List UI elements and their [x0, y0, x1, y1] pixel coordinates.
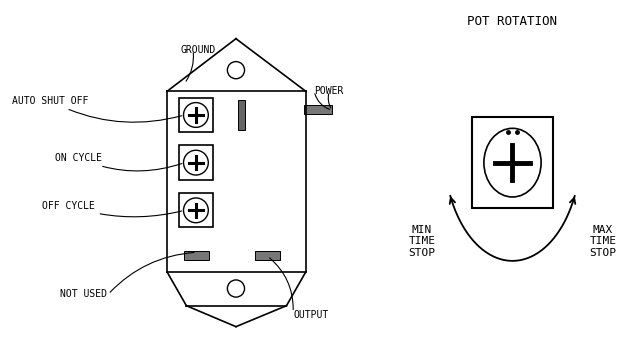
Bar	[304, 106, 332, 114]
Bar	[179, 145, 213, 180]
Text: OUTPUT: OUTPUT	[293, 310, 329, 320]
Bar	[255, 251, 280, 260]
Bar	[472, 117, 553, 208]
Text: MAX
TIME
STOP: MAX TIME STOP	[589, 225, 617, 258]
Text: NOT USED: NOT USED	[60, 289, 107, 299]
Text: GROUND: GROUND	[181, 45, 216, 55]
Bar	[179, 193, 213, 227]
Bar	[184, 251, 209, 260]
Bar	[238, 100, 245, 130]
Text: OFF CYCLE: OFF CYCLE	[42, 201, 182, 217]
Text: MIN
TIME
STOP: MIN TIME STOP	[409, 225, 435, 258]
Text: POT ROTATION: POT ROTATION	[467, 15, 558, 28]
Bar	[179, 98, 213, 132]
Text: ON CYCLE: ON CYCLE	[56, 153, 182, 171]
Text: POWER: POWER	[314, 86, 344, 96]
Text: AUTO SHUT OFF: AUTO SHUT OFF	[12, 96, 182, 122]
